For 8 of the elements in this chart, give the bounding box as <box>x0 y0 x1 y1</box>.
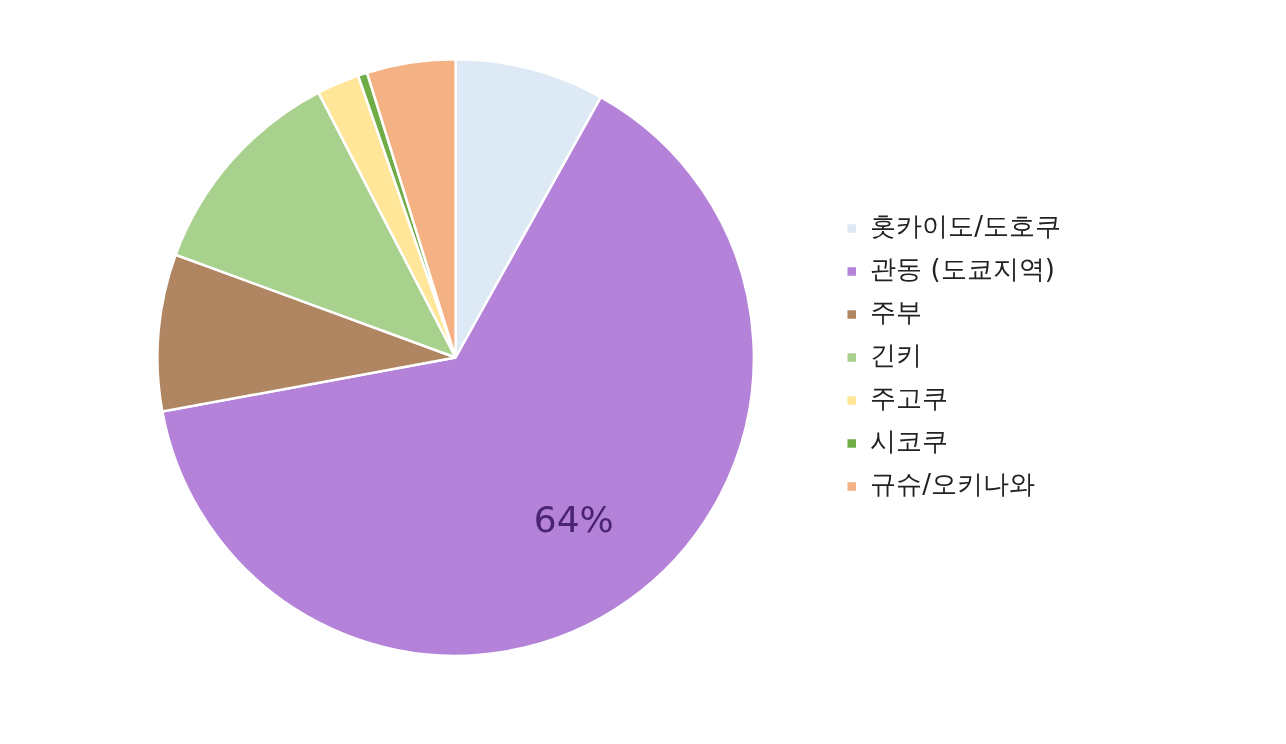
legend-label: 주고쿠 <box>870 383 949 414</box>
data-label: 64% <box>533 498 614 540</box>
legend-label: 관동 (도쿄지역) <box>870 254 1055 285</box>
legend-label: 주부 <box>870 297 923 328</box>
legend-label: 시코쿠 <box>870 426 949 457</box>
legend-label: 긴키 <box>870 340 923 371</box>
legend-label: 규슈/오키나와 <box>870 469 1036 500</box>
legend-label: 홋카이도/도호쿠 <box>870 211 1062 242</box>
